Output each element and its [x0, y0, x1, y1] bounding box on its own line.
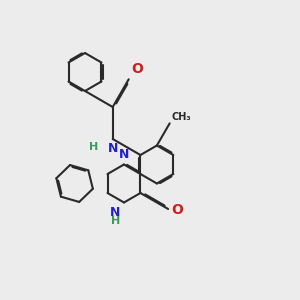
Text: H: H: [89, 142, 99, 152]
Text: H: H: [111, 217, 120, 226]
Text: N: N: [119, 148, 129, 160]
Text: O: O: [171, 203, 183, 217]
Text: CH₃: CH₃: [172, 112, 191, 122]
Text: N: N: [110, 206, 120, 220]
Text: O: O: [132, 62, 144, 76]
Text: N: N: [107, 142, 118, 155]
